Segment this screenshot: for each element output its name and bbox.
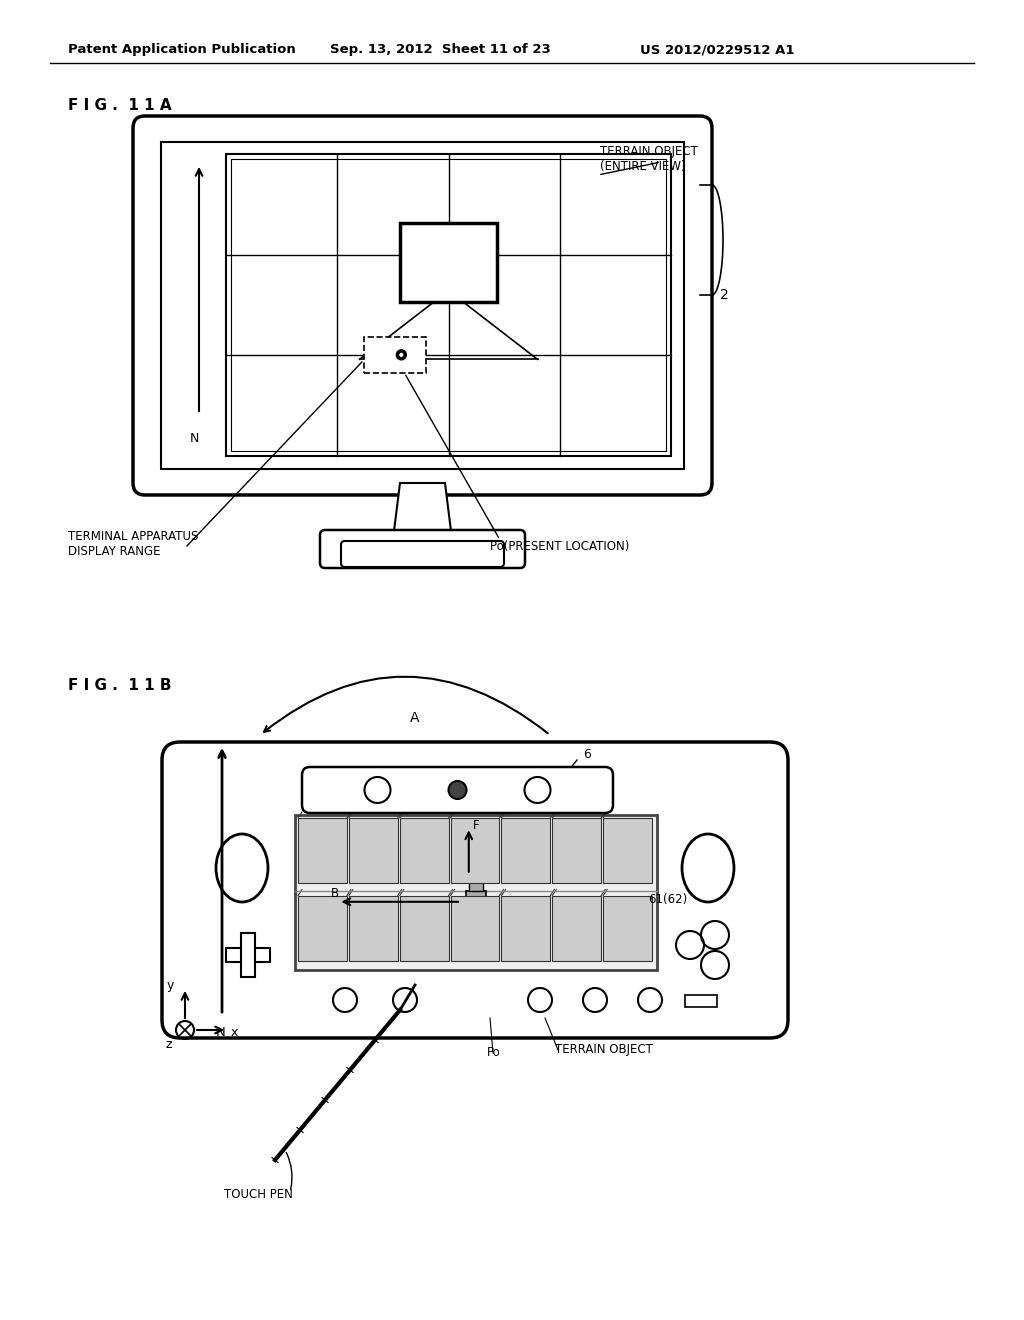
Text: F: F — [473, 820, 479, 833]
Bar — [603, 895, 652, 961]
Ellipse shape — [216, 834, 268, 902]
Polygon shape — [393, 483, 452, 535]
Text: B: B — [331, 887, 339, 900]
Text: x: x — [231, 1027, 239, 1040]
Bar — [399, 895, 449, 961]
Circle shape — [449, 781, 467, 799]
Bar — [552, 895, 601, 961]
Bar — [466, 891, 486, 913]
Bar — [349, 818, 397, 883]
Text: TERRAIN OBJECT: TERRAIN OBJECT — [555, 1044, 653, 1056]
Text: Patent Application Publication: Patent Application Publication — [68, 44, 296, 57]
Text: Sep. 13, 2012  Sheet 11 of 23: Sep. 13, 2012 Sheet 11 of 23 — [330, 44, 551, 57]
Bar — [451, 818, 500, 883]
Ellipse shape — [682, 834, 734, 902]
Text: F I G .  1 1 A: F I G . 1 1 A — [68, 98, 172, 112]
Bar — [685, 995, 717, 1007]
Text: TERRAIN OBJECT
(ENTIRE VIEW): TERRAIN OBJECT (ENTIRE VIEW) — [600, 145, 698, 173]
FancyBboxPatch shape — [162, 742, 788, 1038]
Text: 6: 6 — [583, 748, 591, 762]
Bar — [231, 158, 666, 451]
Bar — [226, 154, 671, 455]
Bar — [161, 143, 684, 469]
Bar — [502, 895, 550, 961]
Text: Po(PRESENT LOCATION): Po(PRESENT LOCATION) — [490, 540, 630, 553]
Bar — [298, 895, 347, 961]
Circle shape — [398, 352, 403, 358]
Text: US 2012/0229512 A1: US 2012/0229512 A1 — [640, 44, 795, 57]
FancyBboxPatch shape — [341, 541, 504, 568]
Text: 2: 2 — [720, 288, 729, 302]
Bar — [364, 337, 426, 374]
Text: F I G .  1 1 B: F I G . 1 1 B — [68, 677, 171, 693]
FancyBboxPatch shape — [133, 116, 712, 495]
Text: N: N — [189, 433, 199, 446]
Bar — [399, 223, 498, 302]
Bar — [451, 895, 500, 961]
Bar — [603, 818, 652, 883]
Bar — [349, 895, 397, 961]
Bar — [298, 818, 347, 883]
FancyBboxPatch shape — [302, 767, 613, 813]
Text: TERMINAL APPARATUS
DISPLAY RANGE: TERMINAL APPARATUS DISPLAY RANGE — [68, 531, 199, 558]
Text: y: y — [166, 978, 174, 991]
Bar — [295, 814, 657, 970]
Bar — [241, 933, 255, 977]
Text: 61(62): 61(62) — [648, 894, 687, 907]
Text: z: z — [166, 1038, 172, 1051]
FancyBboxPatch shape — [319, 531, 525, 568]
Bar — [552, 818, 601, 883]
Text: TOUCH PEN: TOUCH PEN — [223, 1188, 293, 1201]
Text: A: A — [411, 711, 420, 725]
Bar — [226, 948, 270, 962]
Text: Po: Po — [487, 1047, 501, 1060]
Bar — [469, 879, 483, 891]
Text: N: N — [216, 1027, 225, 1040]
Bar — [399, 818, 449, 883]
Bar — [502, 818, 550, 883]
Circle shape — [396, 350, 407, 360]
